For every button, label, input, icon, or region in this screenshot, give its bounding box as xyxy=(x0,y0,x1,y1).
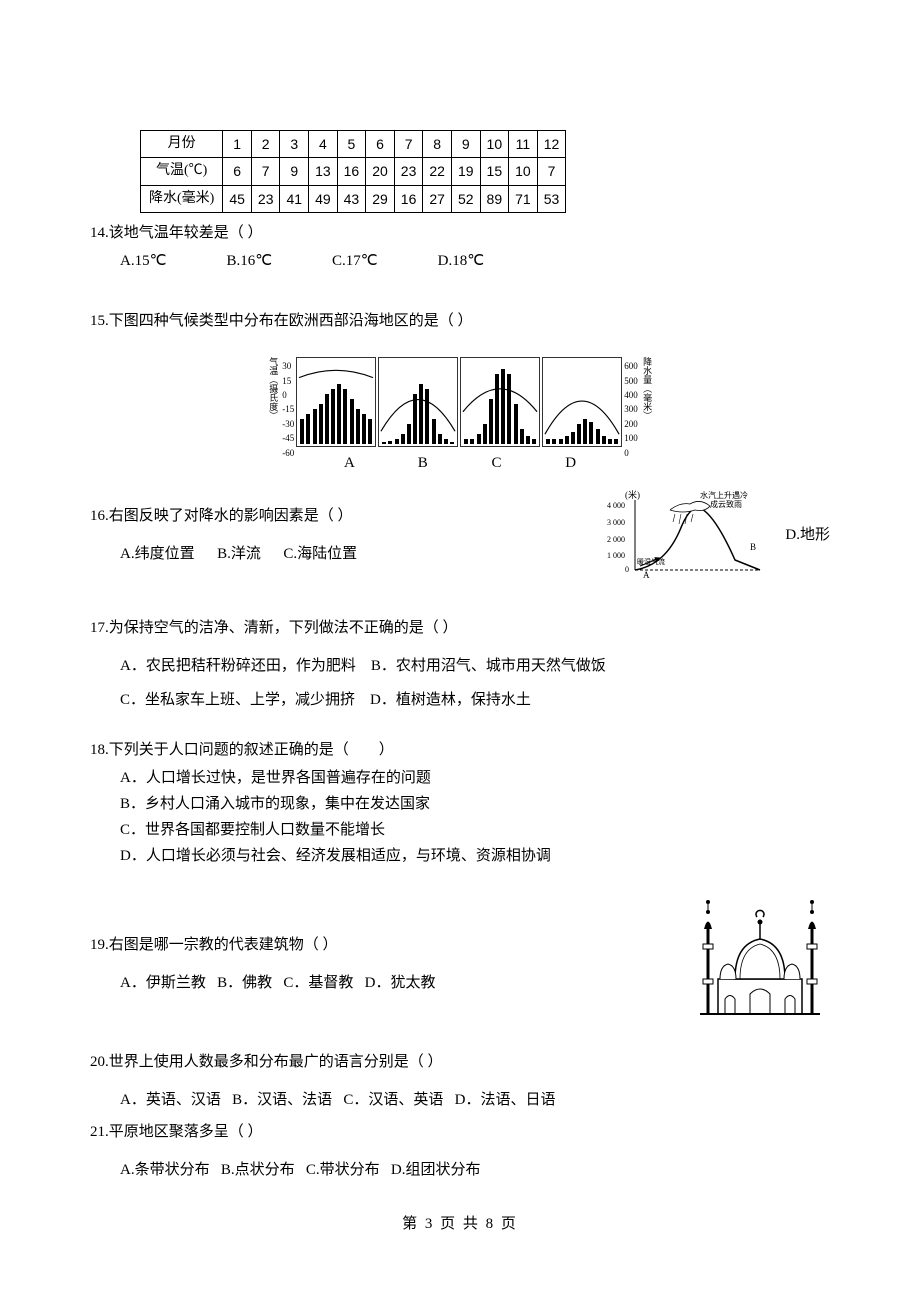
q19-option-a: A．伊斯兰教 xyxy=(120,975,206,991)
chart-option-labels: A B C D xyxy=(90,451,830,475)
q14-option-b: B.16℃ xyxy=(226,249,272,273)
svg-text:B: B xyxy=(750,542,756,552)
q21-option-b: B.点状分布 xyxy=(221,1162,295,1178)
temp-axis-ticks: 30 15 0 -15 -30 -45 -60 xyxy=(282,357,294,447)
q18-option-a: A．人口增长过快，是世界各国普遍存在的问题 xyxy=(120,766,830,790)
question-19: 19.右图是哪一宗教的代表建筑物（ ） A．伊斯兰教 B．佛教 C．基督教 D．… xyxy=(90,904,830,1024)
temp-axis-label: 气温（摄氏度） xyxy=(266,357,280,447)
q17-option-d: D．植树造林，保持水土 xyxy=(370,692,531,708)
precip-axis-ticks: 600 500 400 300 200 100 0 xyxy=(624,357,638,447)
q17-option-c: C．坐私家车上班、上学，减少拥挤 xyxy=(120,692,355,708)
svg-text:1 000: 1 000 xyxy=(607,551,625,560)
q15-text: 15.下图四种气候类型中分布在欧洲西部沿海地区的是（ ） xyxy=(90,309,830,333)
climate-chart-b xyxy=(378,357,458,447)
month-header: 月份 xyxy=(141,131,223,158)
precip-axis-label: 降水量（毫米） xyxy=(640,357,654,447)
q18-option-b: B．乡村人口涌入城市的现象，集中在发达国家 xyxy=(120,792,830,816)
temp-label: 气温(℃) xyxy=(141,158,223,185)
q18-option-d: D．人口增长必须与社会、经济发展相适应，与环境、资源相协调 xyxy=(120,844,830,868)
svg-text:3 000: 3 000 xyxy=(607,518,625,527)
svg-text:成云致雨: 成云致雨 xyxy=(710,499,742,509)
y-axis-label: (米) xyxy=(625,490,640,500)
q16-option-c: C.海陆位置 xyxy=(283,546,357,562)
q17-option-b: B．农村用沼气、城市用天然气做饭 xyxy=(371,658,606,674)
q17-option-a: A．农民把秸秆粉碎还田，作为肥料 xyxy=(120,658,356,674)
q20-text: 20.世界上使用人数最多和分布最广的语言分别是（ ） xyxy=(90,1050,830,1074)
question-14: 14.该地气温年较差是（ ） A.15℃ B.16℃ C.17℃ D.18℃ xyxy=(90,221,830,273)
q20-option-c: C．汉语、英语 xyxy=(343,1092,443,1108)
q16-option-a: A.纬度位置 xyxy=(120,546,195,562)
question-21: 21.平原地区聚落多呈（ ） A.条带状分布 B.点状分布 C.带状分布 D.组… xyxy=(90,1120,830,1182)
q21-option-c: C.带状分布 xyxy=(306,1162,380,1178)
svg-text:水汽上升遇冷: 水汽上升遇冷 xyxy=(700,490,748,500)
q14-option-a: A.15℃ xyxy=(120,249,166,273)
q14-text: 14.该地气温年较差是（ ） xyxy=(90,221,830,245)
q19-option-b: B．佛教 xyxy=(217,975,272,991)
q16-option-b: B.洋流 xyxy=(217,546,261,562)
q20-option-b: B．汉语、法语 xyxy=(232,1092,332,1108)
q16-text: 16.右图反映了对降水的影响因素是（ ） xyxy=(90,504,585,528)
q21-option-a: A.条带状分布 xyxy=(120,1162,210,1178)
svg-text:暖湿气流: 暖湿气流 xyxy=(637,557,665,566)
terrain-diagram: (米) 4 000 3 000 2 000 1 000 0 水汽上升遇冷 成云致… xyxy=(605,490,765,580)
q18-option-c: C．世界各国都要控制人口数量不能增长 xyxy=(120,818,830,842)
q16-option-d: D.地形 xyxy=(785,523,830,547)
svg-text:2 000: 2 000 xyxy=(607,535,625,544)
q19-option-c: C．基督教 xyxy=(283,975,353,991)
climate-chart-d xyxy=(542,357,622,447)
climate-chart-c xyxy=(460,357,540,447)
climate-charts-row: 气温（摄氏度） 30 15 0 -15 -30 -45 -60 600 500 … xyxy=(90,357,830,447)
precip-label: 降水(毫米) xyxy=(141,185,223,212)
question-16: 16.右图反映了对降水的影响因素是（ ） A.纬度位置 B.洋流 C.海陆位置 … xyxy=(90,490,830,580)
question-18: 18.下列关于人口问题的叙述正确的是（ ） A．人口增长过快，是世界各国普遍存在… xyxy=(90,738,830,868)
question-17: 17.为保持空气的洁净、清新，下列做法不正确的是（ ） A．农民把秸秆粉碎还田，… xyxy=(90,616,830,712)
q17-text: 17.为保持空气的洁净、清新，下列做法不正确的是（ ） xyxy=(90,616,830,640)
svg-text:4 000: 4 000 xyxy=(607,501,625,510)
q20-option-a: A．英语、汉语 xyxy=(120,1092,221,1108)
page-footer: 第 3 页 共 8 页 xyxy=(90,1212,830,1236)
q14-option-d: D.18℃ xyxy=(438,249,484,273)
climate-chart-a xyxy=(296,357,376,447)
svg-text:A: A xyxy=(643,570,650,580)
table-header-row: 月份 1 2 3 4 5 6 7 8 9 10 11 12 xyxy=(141,131,566,158)
svg-text:0: 0 xyxy=(625,565,629,574)
q21-option-d: D.组团状分布 xyxy=(391,1162,481,1178)
q20-option-d: D．法语、日语 xyxy=(455,1092,556,1108)
question-20: 20.世界上使用人数最多和分布最广的语言分别是（ ） A．英语、汉语 B．汉语、… xyxy=(90,1050,830,1112)
q21-text: 21.平原地区聚落多呈（ ） xyxy=(90,1120,830,1144)
climate-data-table: 月份 1 2 3 4 5 6 7 8 9 10 11 12 气温(℃) 6 7 … xyxy=(140,130,566,213)
question-15: 15.下图四种气候类型中分布在欧洲西部沿海地区的是（ ） 气温（摄氏度） 30 … xyxy=(90,309,830,475)
table-temp-row: 气温(℃) 6 7 9 13 16 20 23 22 19 15 10 7 xyxy=(141,158,566,185)
mosque-icon xyxy=(690,884,830,1024)
q19-option-d: D．犹太教 xyxy=(365,975,436,991)
q18-text: 18.下列关于人口问题的叙述正确的是（ ） xyxy=(90,738,830,762)
q14-option-c: C.17℃ xyxy=(332,249,378,273)
table-precip-row: 降水(毫米) 45 23 41 49 43 29 16 27 52 89 71 … xyxy=(141,185,566,212)
q19-text: 19.右图是哪一宗教的代表建筑物（ ） xyxy=(90,933,660,957)
